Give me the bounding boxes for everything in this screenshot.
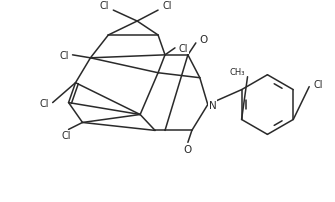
Text: Cl: Cl [313,79,323,89]
Text: Cl: Cl [39,98,49,108]
Text: N: N [209,100,216,110]
Text: Cl: Cl [162,1,172,11]
Text: Cl: Cl [179,44,188,54]
Text: O: O [200,35,208,45]
Text: Cl: Cl [100,1,109,11]
Text: O: O [184,145,192,155]
Text: Cl: Cl [62,131,71,141]
Text: CH₃: CH₃ [230,67,245,76]
Text: Cl: Cl [59,50,69,61]
